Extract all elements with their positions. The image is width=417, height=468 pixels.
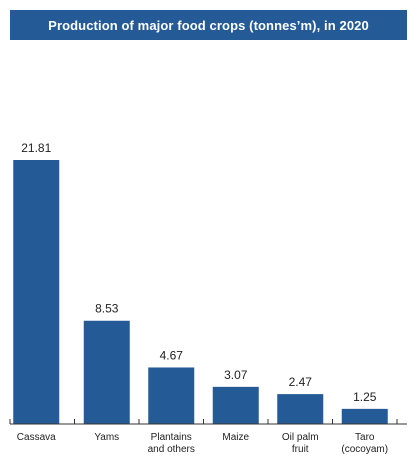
category-label: Oil palm fruit (282, 432, 319, 455)
x-axis (9, 419, 407, 425)
value-label: 2.47 (289, 375, 313, 389)
chart-title: Production of major food crops (tonnes’m… (48, 17, 369, 33)
value-label: 1.25 (353, 390, 377, 404)
category-label: Plantains and others (148, 432, 195, 455)
value-labels-group: 21.81 8.53 4.67 3.07 2.47 1.25 (21, 141, 377, 404)
bar-plantains-and-others (148, 367, 195, 424)
bar-taro-cocoyam- (341, 408, 388, 424)
value-label: 8.53 (95, 302, 119, 316)
chart-title-banner: Production of major food crops (tonnes’m… (10, 10, 407, 40)
bar-cassava (13, 160, 60, 424)
bar-yams (83, 320, 130, 424)
value-label: 4.67 (160, 348, 184, 362)
category-label: Maize (222, 432, 249, 443)
category-label: Taro (cocoyam) (341, 432, 388, 455)
category-label: Cassava (17, 432, 56, 443)
bar-maize (212, 386, 259, 424)
value-label: 3.07 (224, 368, 248, 382)
category-labels-group: Cassava Yams Plantains and others Maize Oil p… (17, 432, 388, 455)
bars-group (13, 160, 388, 424)
category-label: Yams (94, 432, 119, 443)
value-label: 21.81 (21, 141, 51, 155)
bar-oil-palm-fruit (277, 394, 324, 424)
